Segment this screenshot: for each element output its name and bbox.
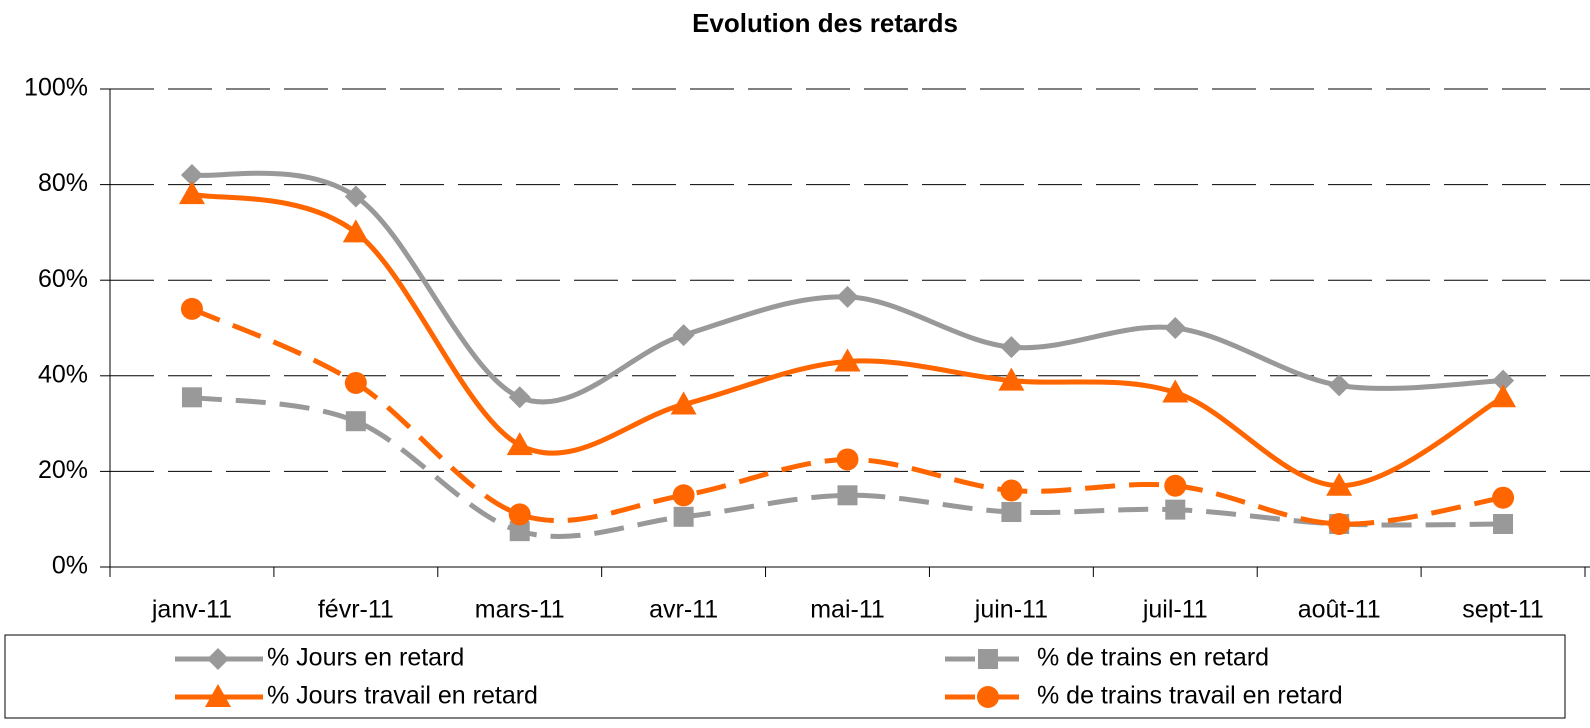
- data-point: [673, 506, 694, 527]
- data-point: [1000, 336, 1023, 359]
- data-point: [509, 521, 530, 542]
- legend-box: [4, 634, 1566, 719]
- data-point: [508, 386, 531, 409]
- legend-marker: [207, 648, 229, 670]
- legend-marker: [977, 686, 999, 708]
- legend-label: % Jours en retard: [267, 644, 464, 672]
- legend-label: % de trains en retard: [1037, 644, 1269, 672]
- data-point: [672, 484, 695, 507]
- x-tick-label: août-11: [1298, 596, 1381, 624]
- data-point: [344, 371, 367, 394]
- data-point: [837, 485, 858, 506]
- data-point: [1326, 472, 1353, 496]
- data-point: [1000, 479, 1023, 502]
- data-point: [1165, 499, 1186, 520]
- x-tick-label: sept-11: [1462, 596, 1544, 624]
- data-point: [181, 387, 202, 408]
- data-point: [834, 348, 861, 372]
- data-point: [506, 432, 533, 456]
- data-point: [344, 185, 367, 208]
- data-point: [672, 324, 695, 347]
- y-tick-label: 40%: [38, 360, 88, 388]
- data-point: [1164, 317, 1187, 339]
- data-point: [1490, 384, 1517, 408]
- x-tick-label: avr-11: [649, 596, 718, 624]
- data-point: [1001, 502, 1022, 523]
- data-point: [180, 297, 203, 320]
- data-point: [1162, 379, 1189, 403]
- legend-label: % de trains travail en retard: [1037, 682, 1343, 710]
- x-tick-label: juil-11: [1142, 596, 1208, 624]
- data-point: [1493, 513, 1514, 534]
- data-point: [670, 391, 697, 415]
- legend-marker: [978, 649, 998, 669]
- x-tick-label: juin-11: [974, 596, 1048, 624]
- y-tick-label: 20%: [38, 456, 88, 484]
- data-point: [508, 503, 531, 526]
- data-point: [998, 367, 1025, 391]
- x-tick-label: mai-11: [810, 596, 885, 624]
- data-point: [836, 285, 859, 308]
- data-point: [1492, 486, 1515, 509]
- data-point: [342, 219, 369, 243]
- x-tick-label: janv-11: [151, 596, 232, 624]
- data-point: [180, 164, 203, 187]
- series-line: [191, 170, 1504, 405]
- y-tick-label: 100%: [24, 74, 88, 102]
- x-tick-label: mars-11: [475, 596, 565, 624]
- data-point: [836, 448, 859, 471]
- data-point: [1328, 512, 1351, 535]
- data-point: [345, 411, 366, 432]
- chart-title: Evolution des retards: [692, 8, 958, 38]
- data-point: [1328, 374, 1351, 397]
- legend-label: % Jours travail en retard: [267, 682, 538, 710]
- y-tick-label: 80%: [38, 169, 88, 197]
- data-point: [1492, 369, 1515, 392]
- y-tick-label: 0%: [52, 552, 88, 580]
- data-point: [1164, 474, 1187, 497]
- data-point: [178, 181, 205, 205]
- legend-marker: [205, 684, 231, 707]
- x-tick-label: févr-11: [318, 596, 394, 624]
- y-tick-label: 60%: [38, 265, 88, 293]
